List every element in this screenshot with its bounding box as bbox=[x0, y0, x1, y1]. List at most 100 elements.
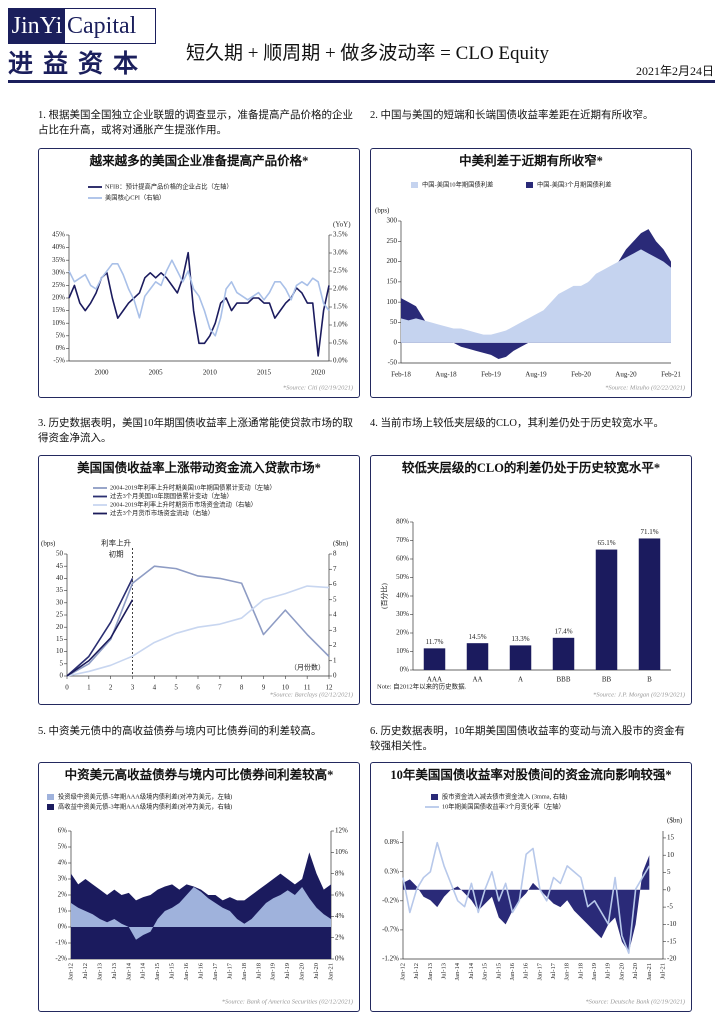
caption: 6. 历史数据表明，10年期美国国债收益率的变动与流入股市的资金有较强相关性。 bbox=[370, 726, 685, 752]
x-tick-label: Jan-14 bbox=[454, 962, 461, 980]
y-tick-label: -2% bbox=[55, 955, 67, 963]
y-tick-label: 100 bbox=[387, 298, 398, 306]
y2-tick-label: 4% bbox=[335, 912, 345, 920]
x-tick-label: B bbox=[647, 676, 652, 684]
legend-swatch bbox=[411, 182, 418, 188]
legend-label: 投资级中资美元债-5年期AAA级境内债利差(对冲为美元，左轴) bbox=[58, 791, 232, 800]
x-tick-label: 3 bbox=[131, 684, 135, 692]
x-tick-label: 2000 bbox=[95, 369, 110, 377]
x-tick-label: 12 bbox=[326, 684, 334, 692]
y-tick-label: 0.3% bbox=[384, 867, 399, 875]
chart-title: 较低夹层级的CLO的利差仍处于历史较宽水平* bbox=[401, 461, 661, 475]
y2-tick-label: 7 bbox=[333, 565, 337, 573]
y-axis-label: (bps) bbox=[375, 207, 390, 215]
y-tick-label: 50 bbox=[390, 318, 398, 326]
x-tick-label: Jul-17 bbox=[550, 962, 557, 979]
x-tick-label: Jan-13 bbox=[427, 963, 434, 980]
x-tick-label: Jul-17 bbox=[226, 962, 233, 979]
source: *Source: Citi (02/19/2021) bbox=[283, 384, 353, 391]
y2-tick-label: -5 bbox=[667, 903, 673, 911]
caption: 1. 根据美国全国独立企业联盟的调查显示，准备提高产品价格的企业占比在升高，或将… bbox=[38, 110, 353, 136]
chart-panel: 美国国债收益率上涨带动资金流入贷款市场* *Source: Barclays (0… bbox=[38, 455, 360, 705]
x-tick-label: 5 bbox=[174, 684, 178, 692]
chart-title: 中资美元高收益债券与境内可比债券间利差较高* bbox=[64, 768, 334, 782]
logo-en-2: Capital bbox=[67, 13, 137, 39]
legend-label: 2004-2019年利率上升时期货币市场资金流动（右轴） bbox=[110, 499, 257, 508]
x-tick-label: Jul-19 bbox=[284, 963, 291, 979]
legend-label: 2004-2019年利率上升时期美国10年期国债累计变动（左轴） bbox=[110, 482, 276, 491]
x-tick-label: Aug-19 bbox=[525, 371, 547, 379]
y2-tick-label: 3.5% bbox=[333, 231, 348, 239]
y-tick-label: 30 bbox=[56, 598, 64, 606]
bar bbox=[466, 643, 489, 670]
chart-title: 越来越多的美国企业准备提高产品价格* bbox=[89, 154, 309, 168]
chart: *Source: Barclays (02/12/2021)0510152025… bbox=[41, 482, 353, 698]
bar-value-label: 11.7% bbox=[426, 638, 444, 646]
y-tick-label: 250 bbox=[387, 237, 398, 245]
x-tick-label: AAA bbox=[427, 676, 442, 684]
series-line bbox=[402, 841, 651, 954]
x-tick-label: Jan-18 bbox=[241, 963, 248, 980]
series-area bbox=[71, 887, 331, 940]
y-tick-label: 45 bbox=[56, 562, 64, 570]
y2-tick-label: 0.5% bbox=[333, 339, 348, 347]
x-tick-label: Jul-13 bbox=[441, 963, 448, 979]
y2-tick-label: 0.0% bbox=[333, 357, 348, 365]
chart-panel: 越来越多的美国企业准备提高产品价格* *Source: Citi (02/19/2… bbox=[38, 148, 360, 398]
y2-tick-label: 6% bbox=[335, 891, 345, 899]
x-tick-label: Feb-19 bbox=[481, 371, 501, 379]
source: *Source: Bank of America Securities (02/… bbox=[222, 998, 353, 1005]
x-tick-label: Jul-16 bbox=[523, 962, 530, 979]
y2-tick-label: 5 bbox=[333, 595, 337, 603]
y-tick-label: 0 bbox=[60, 672, 64, 680]
note: Note: 自2012年以来的历史数据. bbox=[377, 681, 467, 690]
y2-tick-label: 1.5% bbox=[333, 303, 348, 311]
x-tick-label: Feb-21 bbox=[661, 371, 681, 379]
chart-panel: 10年美国国债收益率对股债间的资金流向影响较强* *Source: Deutsch… bbox=[370, 762, 692, 1012]
chart-panel: 较低夹层级的CLO的利差仍处于历史较宽水平* *Source: J.P. Morg… bbox=[370, 455, 692, 705]
bar-value-label: 71.1% bbox=[640, 528, 658, 536]
source: *Source: Barclays (02/12/2021) bbox=[270, 691, 353, 698]
x-tick-label: Jul-18 bbox=[255, 963, 262, 979]
legend-label: 过去3个月美国10年期国债累计变动（左轴） bbox=[110, 491, 233, 500]
chart-title: 中美利差于近期有所收窄* bbox=[459, 154, 603, 168]
y-tick-label: 6% bbox=[58, 827, 68, 835]
x-tick-label: Jan-19 bbox=[591, 963, 598, 980]
series-line bbox=[68, 251, 330, 357]
bar-value-label: 17.4% bbox=[554, 627, 572, 635]
y-tick-label: 0% bbox=[400, 666, 410, 674]
y2-tick-label: 1 bbox=[333, 656, 337, 664]
bar bbox=[423, 648, 446, 670]
legend-label: 10年期美国国债收益率3个月变化率（左轴） bbox=[442, 801, 565, 810]
logo-box: JinYi Capital bbox=[8, 8, 156, 44]
x-tick-label: 4 bbox=[153, 684, 157, 692]
x-tick-label: 2015 bbox=[257, 369, 272, 377]
series-line bbox=[66, 578, 134, 677]
x-tick-label: Jul-20 bbox=[313, 963, 320, 979]
y-tick-label: 20% bbox=[396, 629, 409, 637]
y-tick-label: 25 bbox=[56, 611, 64, 619]
chart-panel: 中美利差于近期有所收窄* *Source: Mizuho (02/22/2021)… bbox=[370, 148, 692, 398]
series-line bbox=[66, 585, 330, 677]
x-tick-label: Jan-17 bbox=[212, 962, 219, 980]
x-tick-label: Jan-15 bbox=[154, 963, 161, 980]
source: *Source: J.P. Morgan (02/19/2021) bbox=[593, 691, 685, 698]
x-tick-label: Jul-16 bbox=[197, 962, 204, 979]
bar bbox=[552, 637, 575, 670]
y2-tick-label: -15 bbox=[667, 937, 677, 945]
x-tick-label: Jul-12 bbox=[82, 963, 89, 979]
legend-swatch bbox=[526, 182, 533, 188]
y-tick-label: 0% bbox=[56, 344, 66, 352]
x-tick-label: Jul-14 bbox=[468, 962, 475, 979]
y-tick-label: -1.2% bbox=[382, 955, 399, 963]
y2-axis-label: (YoY) bbox=[333, 221, 351, 229]
y-tick-label: 2% bbox=[58, 891, 68, 899]
y-tick-label: 200 bbox=[387, 257, 398, 265]
y-tick-label: 20% bbox=[52, 294, 65, 302]
y2-tick-label: 0 bbox=[333, 672, 337, 680]
y2-tick-label: 2.5% bbox=[333, 267, 348, 275]
y-axis-label: (bps) bbox=[41, 540, 56, 548]
y-tick-label: 50% bbox=[396, 573, 409, 581]
x-tick-label: Jul-13 bbox=[111, 963, 118, 979]
